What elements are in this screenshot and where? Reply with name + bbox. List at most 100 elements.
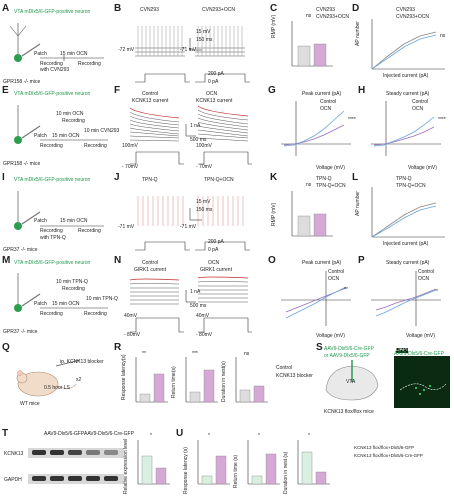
t-col-2: AAV9-Dlx5/6-Cre-GFP	[84, 431, 134, 437]
l-ylabel: AP number	[355, 191, 361, 216]
panel-label-l: L	[352, 172, 359, 183]
panel-label-t: T	[2, 428, 9, 439]
u2-bar-cre	[265, 453, 277, 485]
r-sig-1: **	[142, 351, 146, 357]
o-xlabel: Voltage (mV)	[316, 333, 345, 339]
a-rec1: Recording	[40, 61, 63, 67]
k-bar-2	[313, 213, 327, 237]
panel-label-g: G	[268, 85, 276, 96]
t-bar-gfp	[141, 455, 153, 485]
o-legend-1: Control	[328, 269, 345, 275]
n-right-sub: GIRK1 current	[200, 267, 232, 273]
panel-label-d: D	[352, 3, 360, 14]
l-legend-1: TPN-Q	[396, 176, 412, 182]
panel-label-m: M	[2, 255, 11, 266]
t-band-2: GAPDH	[4, 477, 22, 483]
e-mouse: GPR158 -/- mice	[3, 161, 41, 167]
a-rec2: Recording	[78, 61, 101, 67]
n-scale-i: 1 nA	[190, 289, 201, 295]
k-bar-1	[297, 215, 311, 237]
f-left-sub: KCNK13 current	[132, 98, 169, 104]
c-legend-1: CVN293	[316, 7, 335, 13]
schematic-i	[14, 191, 104, 230]
s-micrograph-region	[399, 383, 447, 395]
f-v-top2: 100mV	[196, 143, 212, 149]
n-v-top2: 40mV	[196, 313, 210, 319]
j-scale-t: 150 ms	[196, 207, 213, 213]
j-i-top: 200 pA	[208, 239, 224, 245]
u3-bar-cre	[315, 471, 327, 485]
i-rec1: Recording	[40, 228, 63, 234]
r-ylabel-2: Return time(s)	[171, 366, 177, 398]
c-legend-2: CVN293+OCN	[316, 14, 349, 20]
k-legend-2: TPN-Q+OCN	[316, 183, 346, 189]
d-line-1	[371, 31, 437, 70]
f-traces	[129, 105, 252, 165]
m-rec3: Recording	[84, 311, 107, 317]
t-sig: *	[150, 433, 152, 439]
r-ylabel-1: Response latency(s)	[121, 354, 127, 400]
p-line-2	[375, 289, 437, 317]
u-ylabel-1: Response latency (s)	[183, 447, 189, 494]
panel-label-n: N	[114, 255, 122, 266]
u-legend-1: KCNK13 flox/flox+Dlx5/6-GFP	[354, 445, 415, 450]
e-rec3: Recording	[84, 143, 107, 149]
r3-bar-blocker	[253, 385, 265, 403]
i-rec2: Recording	[78, 228, 101, 234]
n-right-title: OCN	[208, 260, 220, 266]
b-v-left: -72 mV	[118, 47, 135, 53]
h-line-1	[373, 126, 435, 146]
p-line-1	[375, 288, 437, 311]
m-patch: Patch	[34, 301, 47, 307]
q-time: 0.5 hour LS	[44, 385, 70, 391]
t-blot	[28, 448, 124, 484]
u-ylabel-2: Return time (s)	[233, 454, 239, 488]
b-v-right: -71 mV	[180, 47, 197, 53]
j-right-title: TPN-Q+OCN	[204, 177, 234, 183]
p-title: Steady current (pA)	[386, 260, 430, 266]
n-traces	[129, 276, 252, 333]
j-scale-v: 15 mV	[196, 199, 211, 205]
t-bar-chart	[137, 440, 170, 485]
q-mouse: WT mice	[20, 401, 40, 407]
panel-label-c: C	[270, 3, 278, 14]
schematic-e	[14, 105, 108, 144]
b-traces	[135, 26, 250, 83]
l-legend-2: TPN-Q+OCN	[396, 183, 426, 189]
g-sig: ****	[348, 117, 356, 123]
a-mouse: GPR158 -/- mice	[3, 79, 41, 85]
d-legend-1: CVN293	[396, 7, 415, 13]
n-left-title: Control	[142, 260, 159, 266]
p-sig: *	[436, 289, 438, 295]
u1-bar-gfp	[201, 475, 213, 485]
r1-bar-control	[139, 393, 151, 403]
c-chart	[291, 21, 333, 67]
b-scale-v: 15 mV	[196, 29, 211, 35]
e-cvn: 10 min CVN293	[84, 128, 120, 134]
p-chart	[371, 271, 441, 326]
p-xlabel: Voltage (mV)	[406, 333, 435, 339]
g-line-2	[283, 110, 345, 147]
m-mouse: GPR37 -/- mice	[3, 329, 38, 335]
c-sig: ns	[306, 13, 312, 19]
r2-bar-control	[189, 391, 201, 403]
r2-bar-blocker	[203, 369, 215, 403]
u-sig-2: *	[258, 433, 260, 439]
u1-bar-cre	[215, 455, 227, 485]
f-scale-i: 1 nA	[190, 123, 201, 129]
o-chart	[281, 271, 351, 326]
g-line-1	[283, 124, 345, 146]
panel-label-r: R	[114, 342, 122, 353]
s-stain: AAV9-Dlx5/6-Cre-GFP	[394, 351, 444, 357]
a-with: with CVN293	[40, 67, 70, 73]
e-patch: Patch	[34, 133, 47, 139]
r-charts	[135, 357, 268, 403]
panel-label-h: H	[358, 85, 366, 96]
schematic-m-title: VTA mDlx5/6-GFP-positive neuron	[14, 260, 91, 266]
n-v-bot: - 80mV	[124, 332, 141, 338]
a-patch: Patch	[34, 51, 47, 57]
o-title: Peak current (pA)	[302, 260, 342, 266]
u2-bar-gfp	[251, 475, 263, 485]
o-sig: **	[344, 287, 348, 293]
f-v-top: 100mV	[122, 143, 138, 149]
